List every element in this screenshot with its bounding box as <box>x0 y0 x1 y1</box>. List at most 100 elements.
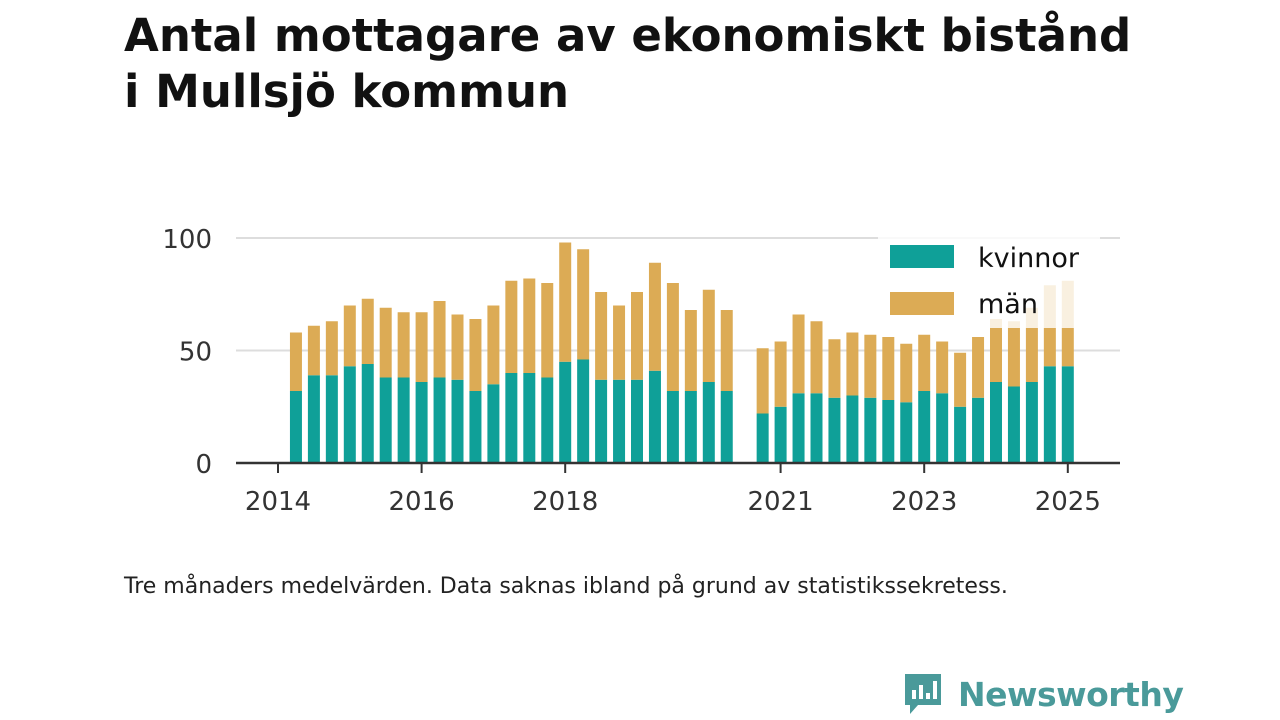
bar-kvinnor <box>325 375 338 463</box>
bar-man <box>523 278 536 373</box>
bar-man <box>307 325 320 376</box>
bar-man <box>505 280 518 373</box>
bar-kvinnor <box>864 397 877 463</box>
bar-kvinnor <box>936 393 949 463</box>
bar-man <box>415 312 428 382</box>
chart-footnote: Tre månaders medelvärden. Data saknas ib… <box>124 574 1008 599</box>
bar-kvinnor <box>307 375 320 463</box>
bar-kvinnor <box>990 382 1002 463</box>
bar-man <box>343 305 356 367</box>
legend: kvinnor män <box>878 236 1100 328</box>
bar-man <box>325 321 338 376</box>
bar-kvinnor <box>720 391 733 463</box>
bar-man <box>379 307 392 378</box>
bar-kvinnor <box>415 382 428 463</box>
bar-man <box>828 339 841 398</box>
bar-man <box>595 292 608 380</box>
bar-man <box>361 298 374 364</box>
bar-man <box>451 314 464 380</box>
bar-kvinnor <box>613 379 626 463</box>
bar-kvinnor <box>828 397 841 463</box>
bars-layer <box>289 242 1074 463</box>
bar-kvinnor <box>361 364 374 463</box>
x-tick-label-2018: 2018 <box>532 487 598 517</box>
bar-man <box>864 334 877 398</box>
x-tick-label-2025: 2025 <box>1035 487 1101 517</box>
bar-kvinnor <box>343 366 356 463</box>
legend-label-man: män <box>978 289 1038 320</box>
bar-kvinnor <box>523 373 536 463</box>
bar-kvinnor <box>289 391 302 463</box>
bar-kvinnor <box>666 391 679 463</box>
bar-kvinnor <box>882 400 895 463</box>
bar-man <box>954 352 967 407</box>
bar-kvinnor <box>756 413 769 463</box>
bar-kvinnor <box>702 382 715 463</box>
bar-kvinnor <box>451 379 464 463</box>
bar-kvinnor <box>846 395 859 463</box>
bar-man <box>631 292 643 380</box>
bar-man <box>936 341 949 394</box>
bar-man <box>289 332 302 391</box>
chart-title-line-2: i Mullsjö kommun <box>124 65 570 118</box>
bar-kvinnor <box>918 391 931 463</box>
bar-kvinnor <box>1007 386 1020 463</box>
brand-name: Newsworthy <box>958 674 1184 714</box>
newsworthy-logo-icon <box>905 674 941 714</box>
bar-man <box>972 337 985 398</box>
bar-man <box>487 305 500 385</box>
bar-man <box>918 334 931 391</box>
bar-kvinnor <box>792 393 805 463</box>
bar-man <box>433 301 446 378</box>
bar-kvinnor <box>648 370 661 463</box>
x-tick-label-2023: 2023 <box>891 487 957 517</box>
bar-man <box>1007 321 1020 387</box>
bar-kvinnor <box>379 377 392 463</box>
bar-man <box>756 348 769 414</box>
bar-man <box>792 314 805 394</box>
bar-man <box>810 321 823 394</box>
bar-man <box>577 249 590 360</box>
bar-kvinnor <box>487 384 500 463</box>
stacked-bar-chart: kvinnor män 0 50 100 2014 2016 2018 2021 2023 20… <box>162 225 1120 517</box>
bar-kvinnor <box>810 393 823 463</box>
bar-man <box>684 310 697 391</box>
legend-swatch-man <box>890 292 954 315</box>
bar-man <box>666 283 679 391</box>
bar-man <box>648 262 661 371</box>
x-tick-label-2014: 2014 <box>245 487 311 517</box>
bar-kvinnor <box>577 359 590 463</box>
x-tick-label-2016: 2016 <box>389 487 455 517</box>
bar-man <box>397 312 410 378</box>
bar-man <box>720 310 733 391</box>
bar-kvinnor <box>1025 382 1038 463</box>
bar-man <box>469 319 482 391</box>
y-tick-label-50: 50 <box>179 338 212 368</box>
bar-kvinnor <box>684 391 697 463</box>
bar-man <box>559 242 572 362</box>
bar-kvinnor <box>900 402 913 463</box>
legend-label-kvinnor: kvinnor <box>978 243 1080 274</box>
bar-kvinnor <box>972 397 985 463</box>
bar-kvinnor <box>469 391 482 463</box>
y-tick-label-0: 0 <box>195 450 212 480</box>
bar-kvinnor <box>433 377 446 463</box>
bar-kvinnor <box>397 377 410 463</box>
bar-kvinnor <box>631 379 643 463</box>
chart-title-line-1: Antal mottagare av ekonomiskt bistånd <box>124 9 1132 62</box>
bar-man <box>900 343 913 403</box>
axis-layer: 0 50 100 2014 2016 2018 2021 2023 2025 <box>162 225 1120 517</box>
brand-logo: Newsworthy <box>902 670 1184 718</box>
bar-kvinnor <box>954 406 967 463</box>
bar-man <box>990 319 1002 382</box>
bar-man <box>613 305 626 380</box>
bar-kvinnor <box>541 377 554 463</box>
chart-title: Antal mottagare av ekonomiskt bistånd i … <box>124 8 1224 120</box>
bar-kvinnor <box>595 379 608 463</box>
bar-kvinnor <box>505 373 518 463</box>
y-tick-label-100: 100 <box>162 225 212 255</box>
bar-kvinnor <box>559 361 572 463</box>
x-tick-label-2021: 2021 <box>748 487 814 517</box>
bar-man <box>882 337 895 400</box>
legend-swatch-kvinnor <box>890 245 954 268</box>
